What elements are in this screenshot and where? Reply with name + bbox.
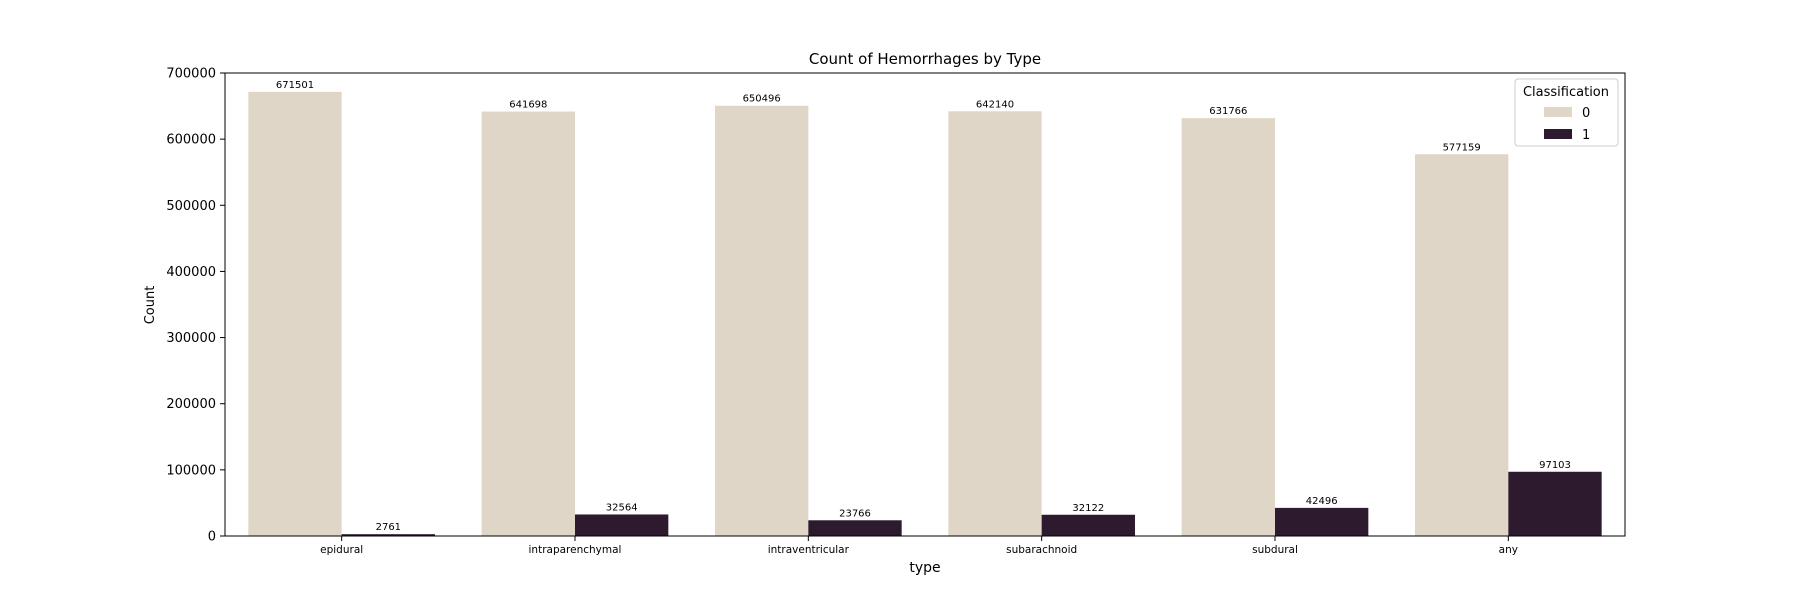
- y-tick-label: 500000: [166, 199, 216, 214]
- y-tick-label: 0: [208, 530, 216, 545]
- x-tick-label: epidural: [320, 544, 363, 556]
- y-tick-label: 700000: [166, 67, 216, 82]
- bar-value-label: 641698: [509, 100, 547, 111]
- bar-value-label: 32564: [606, 502, 638, 513]
- y-axis-label: Count: [143, 286, 158, 325]
- bar-series-0-subarachnoid: [948, 111, 1042, 536]
- bar-value-label: 2761: [376, 522, 401, 533]
- bar-series-0-intraventricular: [715, 105, 809, 537]
- y-tick-label: 400000: [166, 265, 216, 280]
- bar-value-label: 631766: [1209, 106, 1247, 117]
- bar-series-1-subarachnoid: [1041, 514, 1135, 536]
- x-tick-label: subdural: [1252, 544, 1298, 556]
- legend: Classification 0 1: [1514, 78, 1619, 147]
- legend-label-0: 0: [1582, 106, 1590, 121]
- legend-label-1: 1: [1582, 128, 1590, 143]
- bar-series-0-intraparenchymal: [481, 111, 575, 536]
- bar-series-1-intraventricular: [808, 520, 902, 536]
- legend-swatch-0: [1544, 107, 1572, 117]
- bar-series-1-intraparenchymal: [575, 514, 669, 536]
- bar-value-label: 23766: [839, 508, 871, 519]
- bar-series-1-epidural: [341, 534, 435, 536]
- chart-title: Count of Hemorrhages by Type: [809, 50, 1041, 68]
- y-tick-label: 600000: [166, 133, 216, 148]
- bar-series-1-any: [1508, 471, 1602, 536]
- plot-frame: [224, 72, 1626, 537]
- plot-area: 671501 641698 650496 642140 631766 577159 2761…: [166, 67, 1626, 556]
- y-tick-label: 100000: [166, 463, 216, 478]
- legend-swatch-1: [1544, 129, 1572, 139]
- x-tick-label: any: [1499, 544, 1518, 556]
- bar-series-0-any: [1415, 154, 1509, 536]
- bar-series-1-subdural: [1275, 507, 1369, 536]
- bar-value-label: 650496: [743, 94, 781, 105]
- x-tick-label: intraparenchymal: [529, 544, 622, 556]
- bar-series-0-subdural: [1181, 118, 1275, 536]
- x-axis-label: type: [909, 560, 940, 576]
- bar-value-label: 671501: [276, 80, 314, 91]
- x-tick-label: subarachnoid: [1006, 544, 1077, 556]
- bar-value-label: 32122: [1072, 503, 1104, 514]
- x-tick-label: intraventricular: [768, 544, 850, 556]
- bar-value-label: 642140: [976, 99, 1014, 110]
- legend-title: Classification: [1523, 85, 1609, 100]
- bar-series-0-epidural: [248, 91, 342, 537]
- bar-value-label: 42496: [1306, 496, 1338, 507]
- bar-value-label: 577159: [1443, 142, 1481, 153]
- y-tick-label: 200000: [166, 397, 216, 412]
- y-tick-label: 300000: [166, 331, 216, 346]
- bar-value-label: 97103: [1539, 460, 1571, 471]
